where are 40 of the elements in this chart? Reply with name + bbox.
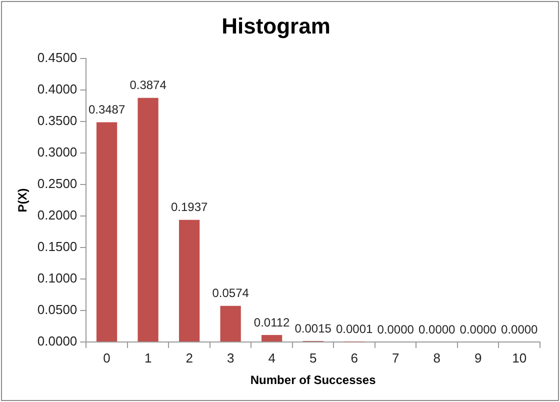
x-tick-label: 3 bbox=[226, 350, 234, 366]
y-axis-title: P(X) bbox=[16, 188, 30, 212]
chart-title: Histogram bbox=[222, 13, 330, 38]
data-label: 0.0000 bbox=[377, 322, 414, 336]
x-tick-label: 0 bbox=[103, 350, 110, 366]
x-tick-label: 2 bbox=[186, 350, 193, 366]
x-tick-label: 1 bbox=[144, 350, 152, 366]
data-label: 0.0574 bbox=[212, 286, 250, 300]
data-label: 0.3874 bbox=[130, 78, 167, 92]
y-tick-label: 0.4500 bbox=[37, 50, 78, 65]
x-tick-label: 10 bbox=[512, 350, 527, 366]
data-label: 0.3487 bbox=[88, 102, 126, 117]
y-tick-label: 0.2000 bbox=[37, 208, 78, 223]
y-tick-label: 0.3000 bbox=[37, 144, 78, 160]
data-label: 0.0015 bbox=[294, 321, 332, 336]
x-axis-title: Number of Successes bbox=[250, 373, 376, 388]
x-tick-label: 6 bbox=[350, 350, 358, 366]
bar bbox=[178, 220, 200, 342]
y-tick-label: 0.1500 bbox=[37, 239, 78, 254]
y-tick-label: 0.1000 bbox=[37, 270, 78, 286]
y-tick-label: 0.3500 bbox=[37, 113, 78, 128]
bar bbox=[138, 98, 158, 342]
data-label: 0.1937 bbox=[170, 200, 208, 214]
bar bbox=[262, 334, 282, 342]
y-tick-label: 0.0000 bbox=[37, 334, 78, 349]
bar bbox=[96, 122, 118, 342]
y-tick-label: 0.2500 bbox=[37, 176, 78, 192]
x-tick-label: 5 bbox=[309, 350, 317, 366]
x-tick-label: 4 bbox=[268, 350, 276, 366]
x-tick-label: 7 bbox=[392, 350, 400, 366]
x-tick-label: 8 bbox=[433, 350, 440, 366]
y-tick-label: 0.4000 bbox=[37, 81, 78, 96]
bar bbox=[220, 306, 241, 342]
y-tick-label: 0.0500 bbox=[37, 302, 78, 318]
data-label: 0.0112 bbox=[254, 315, 290, 330]
data-label: 0.0000 bbox=[460, 322, 497, 336]
data-label: 0.0001 bbox=[336, 322, 374, 336]
x-tick-label: 9 bbox=[474, 350, 482, 366]
data-label: 0.0000 bbox=[418, 322, 456, 336]
data-label: 0.0000 bbox=[501, 322, 538, 336]
